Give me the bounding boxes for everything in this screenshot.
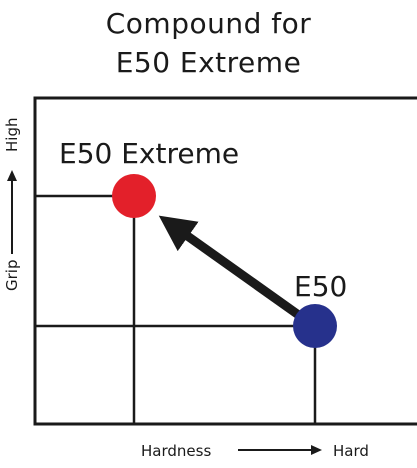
y-axis-label: Grip bbox=[3, 260, 21, 291]
x-axis-end-label: Hard bbox=[333, 442, 369, 460]
title-line-2: E50 Extreme bbox=[115, 46, 302, 79]
title-line-1: Compound for bbox=[105, 7, 312, 40]
extreme-point-label: E50 Extreme bbox=[59, 137, 239, 170]
base-point bbox=[293, 304, 337, 348]
extreme-point bbox=[112, 174, 156, 218]
y-axis-end-label: High bbox=[3, 118, 21, 152]
y-axis-arrowhead bbox=[7, 170, 17, 181]
x-axis-arrowhead bbox=[311, 445, 322, 455]
plot-frame bbox=[33, 96, 417, 426]
shift-arrow bbox=[158, 215, 303, 320]
base-point-label: E50 bbox=[294, 270, 347, 303]
x-axis-label: Hardness bbox=[141, 442, 211, 460]
